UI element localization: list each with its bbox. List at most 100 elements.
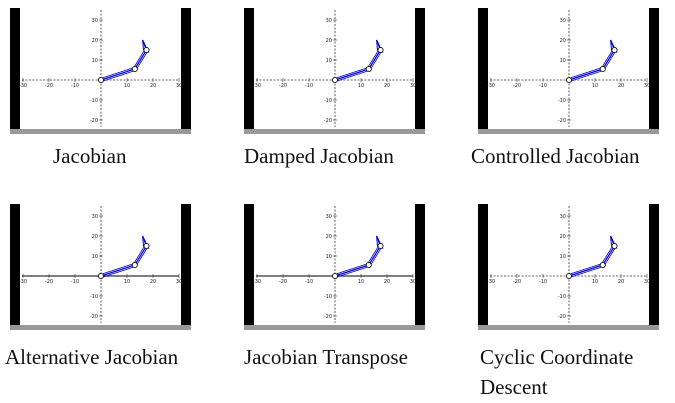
wrist-joint: [611, 46, 618, 54]
x-tick-label: 20: [384, 83, 390, 89]
x-tick-label: 30: [644, 83, 650, 89]
right-wall: [181, 204, 191, 326]
caption-controlled-jacobian: Controlled Jacobian: [471, 144, 640, 168]
left-wall: [10, 204, 20, 326]
panel-jacobian-transpose: -30 -20 -10 10 20 30 30 20 10 -10 -20: [244, 204, 425, 330]
x-tick-label: -20: [279, 83, 287, 89]
x-tick-label: -10: [539, 83, 547, 89]
x-tick-label: 20: [150, 83, 156, 89]
wrist-joint: [377, 242, 384, 250]
x-tick-label: 30: [410, 83, 416, 89]
caption-jacobian: Jacobian: [53, 144, 127, 168]
left-wall: [10, 8, 20, 130]
x-tick-label: 30: [176, 279, 182, 285]
y-tick-label: -10: [324, 294, 332, 300]
x-tick-label: 10: [592, 279, 598, 285]
x-tick-label: 20: [618, 83, 624, 89]
caption-damped-jacobian: Damped Jacobian: [244, 144, 394, 168]
panel-jacobian: -30 -20 -10 10 20 30 30 20 10 -10 -20: [10, 8, 191, 134]
floor: [244, 325, 425, 330]
x-tick-label: -10: [305, 83, 313, 89]
panel-damped-jacobian: -30 -20 -10 10 20 30 30 20 10 -10 -20: [244, 8, 425, 134]
panel-controlled-jacobian: -30 -20 -10 10 20 30 30 20 10 -10 -20: [478, 8, 659, 134]
x-tick-label: -20: [45, 279, 53, 285]
elbow-joint: [131, 261, 138, 269]
ik-plot: -30 -20 -10 10 20 30 30 20 10 -10 -20: [478, 8, 659, 134]
y-tick-label: 30: [92, 18, 98, 24]
x-tick-label: 30: [410, 279, 416, 285]
floor: [478, 129, 659, 134]
base-joint: [565, 76, 573, 84]
x-tick-label: -20: [513, 279, 521, 285]
y-tick-label: -10: [90, 98, 98, 104]
base-joint: [565, 272, 573, 280]
x-tick-label: -10: [305, 279, 313, 285]
y-tick-label: -20: [558, 314, 566, 320]
x-tick-label: -10: [71, 279, 79, 285]
base-joint: [97, 272, 105, 280]
caption-jacobian-transpose: Jacobian Transpose: [244, 345, 408, 369]
x-tick-label: 10: [592, 83, 598, 89]
wrist-joint: [377, 46, 384, 54]
ik-plot: -30 -20 -10 10 20 30 30 20 10 -10 -20: [10, 204, 191, 330]
y-tick-label: 30: [92, 214, 98, 220]
floor: [478, 325, 659, 330]
x-tick-label: -20: [513, 83, 521, 89]
x-tick-label: -10: [71, 83, 79, 89]
elbow-joint: [365, 261, 372, 269]
y-tick-label: -20: [324, 314, 332, 320]
elbow-joint: [599, 261, 606, 269]
base-joint: [97, 76, 105, 84]
y-tick-label: 10: [92, 58, 98, 64]
x-tick-label: 30: [644, 279, 650, 285]
y-tick-label: 30: [560, 18, 566, 24]
x-tick-label: -20: [45, 83, 53, 89]
left-wall: [478, 204, 488, 326]
y-tick-label: 30: [560, 214, 566, 220]
y-tick-label: -20: [90, 118, 98, 124]
y-tick-label: -10: [558, 294, 566, 300]
x-tick-label: 20: [618, 279, 624, 285]
x-tick-label: 10: [358, 83, 364, 89]
right-wall: [415, 204, 425, 326]
x-tick-label: -30: [487, 279, 495, 285]
y-tick-label: 20: [560, 234, 566, 240]
y-tick-label: 20: [92, 38, 98, 44]
y-tick-label: -10: [90, 294, 98, 300]
y-tick-label: -20: [558, 118, 566, 124]
y-tick-label: 30: [326, 18, 332, 24]
ik-plot: -30 -20 -10 10 20 30 30 20 10 -10 -20: [10, 8, 191, 134]
caption-cyclic-coordinate-descent: Cyclic Coordinate Descent: [480, 345, 634, 399]
x-tick-label: -30: [253, 83, 261, 89]
elbow-joint: [599, 65, 606, 73]
x-tick-label: -30: [19, 83, 27, 89]
panel-cyclic-coordinate-descent: -30 -20 -10 10 20 30 30 20 10 -10 -20: [478, 204, 659, 330]
ik-plot: -30 -20 -10 10 20 30 30 20 10 -10 -20: [244, 204, 425, 330]
floor: [10, 129, 191, 134]
y-tick-label: -20: [324, 118, 332, 124]
right-wall: [415, 8, 425, 130]
wrist-joint: [143, 242, 150, 250]
base-joint: [331, 272, 339, 280]
y-tick-label: -20: [90, 314, 98, 320]
ik-plot: -30 -20 -10 10 20 30 30 20 10 -10 -20: [244, 8, 425, 134]
panel-alternative-jacobian: -30 -20 -10 10 20 30 30 20 10 -10 -20: [10, 204, 191, 330]
right-wall: [181, 8, 191, 130]
x-tick-label: -10: [539, 279, 547, 285]
y-tick-label: 20: [326, 234, 332, 240]
x-tick-label: -30: [19, 279, 27, 285]
y-tick-label: 10: [326, 254, 332, 260]
floor: [244, 129, 425, 134]
right-wall: [649, 204, 659, 326]
x-tick-label: -30: [253, 279, 261, 285]
x-tick-label: -30: [487, 83, 495, 89]
x-tick-label: 10: [358, 279, 364, 285]
y-tick-label: 10: [92, 254, 98, 260]
y-tick-label: 10: [560, 254, 566, 260]
y-tick-label: 30: [326, 214, 332, 220]
x-tick-label: 20: [384, 279, 390, 285]
y-tick-label: -10: [324, 98, 332, 104]
caption-alternative-jacobian: Alternative Jacobian: [5, 345, 179, 369]
elbow-joint: [365, 65, 372, 73]
y-tick-label: 10: [560, 58, 566, 64]
